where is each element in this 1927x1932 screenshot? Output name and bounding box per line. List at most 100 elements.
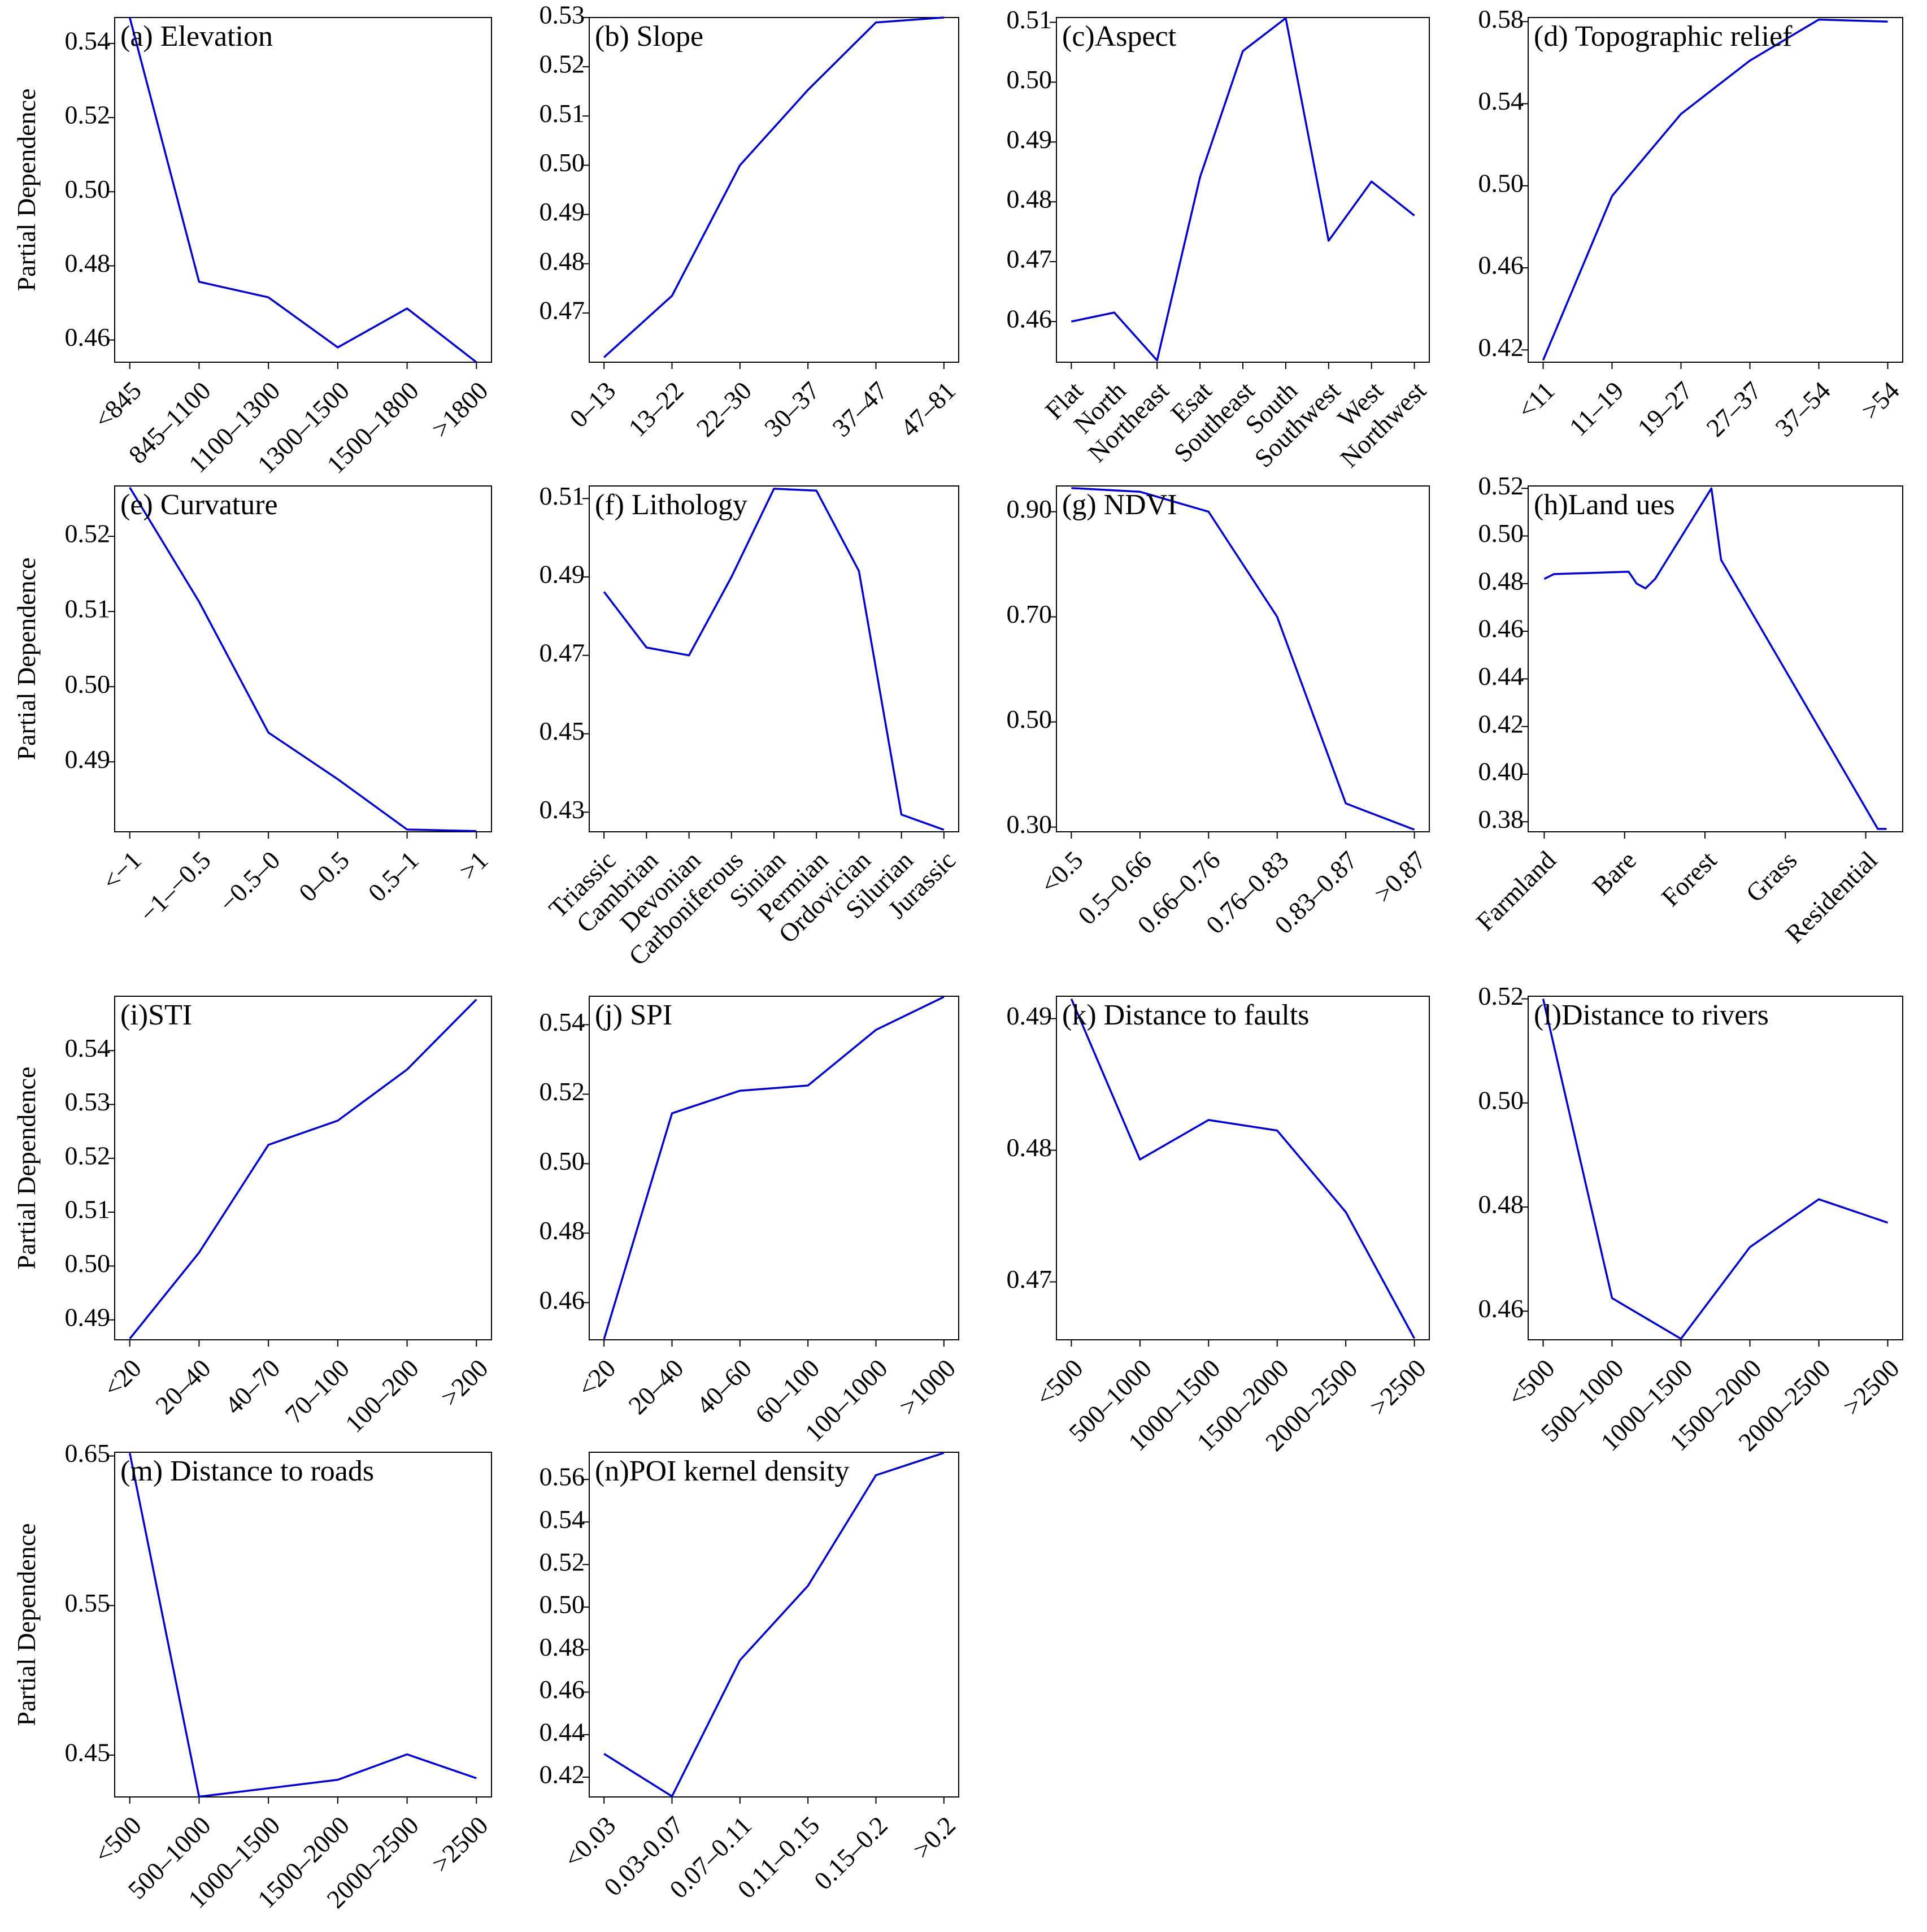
data-line [603,488,945,831]
data-line [603,1452,945,1798]
x-tick-label: 37–47 [827,376,893,442]
y-tick-label: 0.51 [540,481,585,510]
y-tick-label: 0.47 [540,638,585,667]
x-tick-label: >0.87 [1369,845,1432,908]
x-tick-label: <20 [572,1353,621,1403]
y-tick-label: 0.46 [1478,614,1524,643]
panel: TriassicCambrianDevonianCarboniferousSin… [540,481,962,971]
data-line [603,16,944,358]
data-line [1542,998,1889,1340]
data-line [1543,487,1887,830]
plot-frame [1056,17,1430,363]
y-tick-label: 0.46 [1007,305,1052,333]
y-tick-label: 0.51 [65,1195,111,1224]
x-tick-label: 27–37 [1700,376,1767,442]
y-tick-label: 0.53 [540,1,585,29]
x-tick-label: >0.2 [907,1811,961,1864]
panel: Farmland Bare Forest GrassResidential0.380.… [1471,471,1903,949]
y-axis-label: Partial Dependence [12,1067,41,1270]
y-tick-label: 0.54 [540,1505,585,1534]
y-tick-label: 0.42 [540,1760,585,1789]
y-tick-label: 0.48 [540,1216,585,1245]
x-tick-label: −0.5–0 [214,845,286,918]
y-tick-label: 0.52 [65,101,111,129]
panel-title: (b) Slope [595,20,703,53]
y-tick-label: 0.49 [540,560,585,589]
data-line [128,1452,477,1798]
y-tick-label: 0.54 [540,1008,585,1036]
x-tick-label: 0–13 [564,376,621,433]
y-tick-label: 0.47 [1007,245,1052,273]
y-tick-label: 0.50 [540,148,585,177]
x-tick-label: <11 [1512,376,1560,424]
y-tick-label: 0.49 [65,745,111,774]
plot-frame [589,1452,959,1798]
y-tick-label: 0.52 [1478,471,1524,500]
data-line [1071,487,1415,831]
y-tick-label: 0.38 [1478,805,1524,833]
panel: 0–13 13–22 22–30 30–37 37–47 47–81 0.47 0.48 0.4… [540,1,962,442]
plot-frame [589,485,959,832]
y-tick-label: 0.49 [65,1303,111,1331]
y-tick-label: 0.40 [1478,757,1524,786]
x-tick-label: >1800 [426,376,493,443]
y-tick-label: 0.51 [540,99,585,128]
x-tick-label: 13–22 [623,376,689,442]
y-tick-label: 0.50 [1478,519,1524,548]
x-tick-label: >200 [435,1353,493,1412]
x-tick-label: <0.03 [558,1811,621,1873]
y-tick-label: 0.50 [1478,168,1524,197]
x-tick-label: <−1 [97,845,147,896]
y-tick-label: 0.52 [65,1141,111,1170]
data-line [1542,18,1888,361]
panel-title: (m) Distance to roads [120,1455,374,1487]
y-tick-label: 0.52 [1478,982,1524,1010]
x-tick-label: 40–60 [691,1353,757,1419]
y-tick-label: 0.46 [1478,1294,1524,1323]
x-tick-label: >54 [1856,376,1905,425]
y-tick-label: 0.58 [1478,5,1524,33]
y-tick-label: 0.50 [65,175,111,203]
y-tick-label: 0.51 [65,594,111,623]
y-tick-label: 0.47 [540,296,585,324]
y-tick-label: 0.50 [1007,65,1052,94]
x-tick-label: <20 [98,1353,147,1403]
y-tick-label: 0.90 [1007,494,1052,523]
y-tick-label: 0.51 [1007,5,1052,34]
panel-title: (j) SPI [595,999,672,1031]
y-tick-label: 0.49 [540,197,585,226]
y-tick-label: 0.46 [540,1675,585,1704]
x-tick-label: 37–54 [1769,376,1835,442]
y-tick-label: 0.50 [540,1147,585,1175]
panel-title: (n)POI kernel density [595,1455,850,1487]
x-tick-label: <500 [1030,1353,1088,1412]
data-line [129,17,477,363]
x-tick-label: 40–70 [219,1353,285,1419]
x-tick-label: 22–30 [691,376,757,442]
y-axis-label: Partial Dependence [12,1523,41,1726]
panel-title: (e) Curvature [120,489,278,521]
panel-title: (l)Distance to rivers [1534,999,1769,1031]
x-tick-label: >2500 [1837,1353,1904,1421]
x-tick-label: 0.15–0.2 [808,1811,893,1895]
x-tick-label: 20–40 [150,1353,216,1419]
x-tick-label: Farmland [1471,845,1561,936]
y-axis-label: Partial Dependence [12,558,41,761]
x-tick-label: 47–81 [895,376,961,442]
y-tick-label: 0.50 [540,1590,585,1619]
x-tick-label: <0.5 [1035,845,1089,899]
y-axis-label: Partial Dependence [12,89,41,292]
x-tick-label: 19–27 [1632,376,1698,442]
y-tick-label: 0.48 [1007,185,1052,214]
plot-frame [114,17,492,363]
y-tick-label: 0.48 [1007,1133,1052,1162]
x-tick-label: Grass [1740,845,1802,908]
x-tick-label: 0.5–1 [363,845,424,907]
y-tick-label: 0.42 [1478,709,1524,738]
y-tick-label: 0.53 [65,1087,111,1116]
y-tick-label: 0.70 [1007,600,1052,628]
